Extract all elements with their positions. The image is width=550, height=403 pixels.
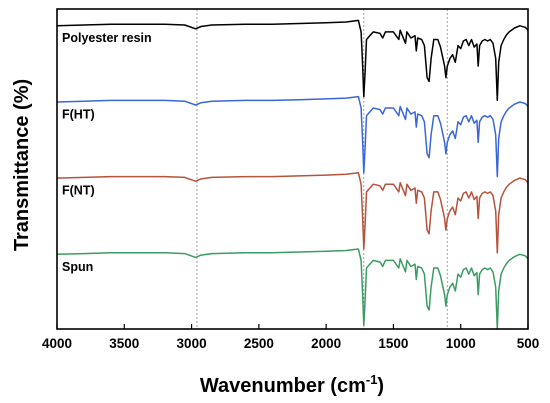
reference-lines xyxy=(196,9,448,329)
y-axis-title: Transmittance (%) xyxy=(11,79,33,251)
x-axis-title-end: ) xyxy=(377,375,384,397)
x-tick-label-4000: 4000 xyxy=(42,336,72,351)
series-label-polyester-resin: Polyester resin xyxy=(62,31,152,45)
x-axis-title: Wavenumber (cm-1) xyxy=(200,372,384,397)
series-line-polyester-resin xyxy=(56,19,529,102)
x-tick-label-500: 500 xyxy=(517,336,540,351)
series-label-f-nt: F(NT) xyxy=(62,184,95,198)
x-tick-label-3500: 3500 xyxy=(109,336,139,351)
series-line-spun xyxy=(56,248,529,330)
series-label-spun: Spun xyxy=(62,260,93,274)
series-labels: Polyester resin F(HT) F(NT) Spun xyxy=(62,31,152,274)
x-tick-label-2500: 2500 xyxy=(244,336,274,351)
plot-frame xyxy=(56,8,529,330)
series-label-f-ht: F(HT) xyxy=(62,107,95,121)
series-line-f-nt xyxy=(56,172,529,254)
series-line-f-ht xyxy=(56,95,529,178)
x-axis-ticks: 4000 3500 3000 2500 2000 1500 1000 500 xyxy=(42,324,539,351)
series-layer xyxy=(56,19,529,330)
x-axis-title-superscript: -1 xyxy=(366,372,378,387)
x-axis-title-main: Wavenumber (cm xyxy=(200,375,366,397)
x-tick-label-1500: 1500 xyxy=(378,336,408,351)
x-tick-label-3000: 3000 xyxy=(177,336,207,351)
x-tick-label-1000: 1000 xyxy=(446,336,476,351)
x-tick-label-2000: 2000 xyxy=(311,336,341,351)
